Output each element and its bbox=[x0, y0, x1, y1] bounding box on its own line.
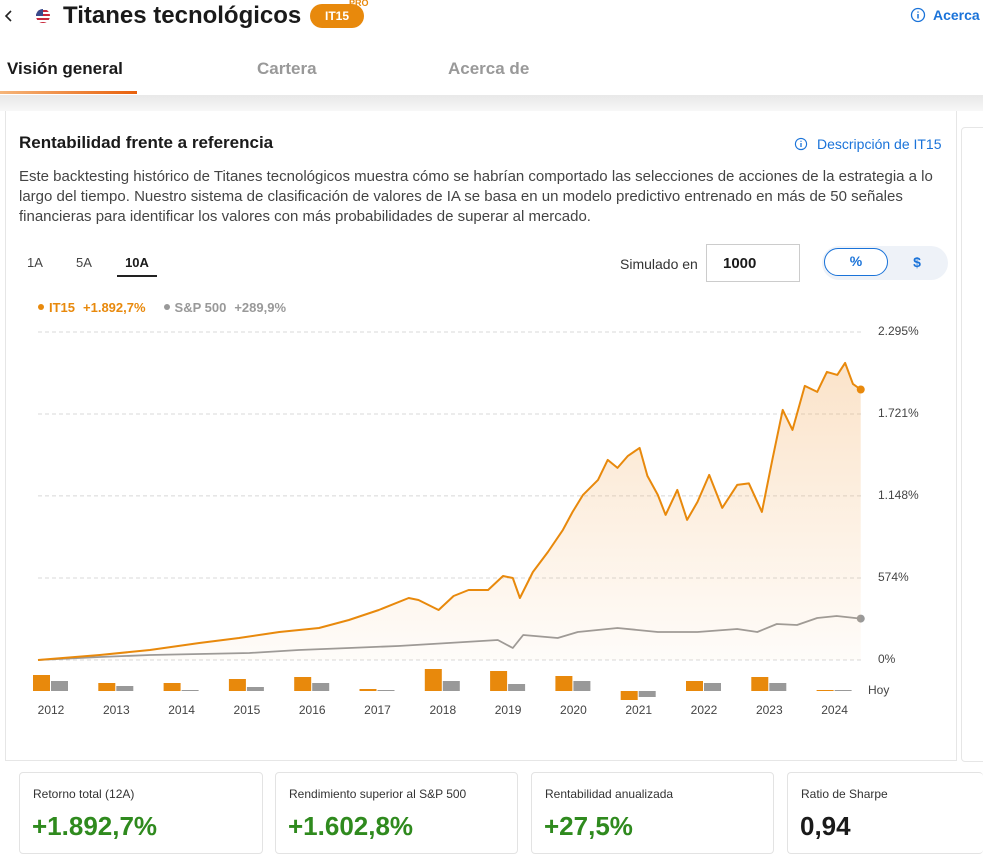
stat-card: Rentabilidad anualizada +27,5% bbox=[531, 772, 774, 854]
info-icon bbox=[910, 7, 926, 23]
tab-underline bbox=[0, 91, 137, 94]
bar bbox=[98, 683, 116, 691]
range-button-active[interactable]: 10A bbox=[117, 255, 157, 277]
x-tick-label: 2017 bbox=[364, 703, 391, 717]
y-tick-label: 1.721% bbox=[878, 406, 919, 420]
tab[interactable]: Cartera bbox=[257, 59, 317, 78]
stat-value: 0,94 bbox=[800, 811, 851, 841]
bar bbox=[508, 684, 526, 691]
range-button[interactable]: 1A bbox=[27, 255, 43, 270]
stat-value: +27,5% bbox=[544, 811, 633, 841]
bar bbox=[442, 681, 460, 691]
legend-name: S&P 500 bbox=[174, 300, 227, 315]
x-tick-label: 2018 bbox=[429, 703, 456, 717]
stat-card: Ratio de Sharpe 0,94 bbox=[787, 772, 983, 854]
stat-label: Rentabilidad anualizada bbox=[545, 787, 674, 801]
annotation: Hoy bbox=[868, 683, 889, 697]
bar bbox=[751, 677, 769, 691]
x-tick-label: 2015 bbox=[234, 703, 261, 717]
stat-label: Rendimiento superior al S&P 500 bbox=[289, 787, 467, 801]
flag-icon bbox=[36, 9, 50, 23]
bar bbox=[228, 679, 246, 691]
legend-name: IT15 bbox=[49, 300, 76, 315]
bar bbox=[181, 690, 199, 691]
stat-value: +1.892,7% bbox=[32, 811, 158, 841]
x-tick-label: 2023 bbox=[756, 703, 783, 717]
tab[interactable]: Acerca de bbox=[448, 59, 530, 78]
bar bbox=[555, 676, 573, 691]
info-icon bbox=[794, 137, 808, 151]
x-tick-label: 2022 bbox=[691, 703, 718, 717]
y-tick-label: 0% bbox=[878, 652, 896, 666]
bar bbox=[163, 683, 181, 691]
x-tick-label: 2016 bbox=[299, 703, 326, 717]
area bbox=[38, 362, 861, 660]
x-tick-label: 2020 bbox=[560, 703, 587, 717]
x-tick-label: 2021 bbox=[625, 703, 652, 717]
bar bbox=[294, 677, 312, 691]
y-tick-label: 2.295% bbox=[878, 324, 919, 338]
page-title: Titanes tecnológicos bbox=[63, 2, 302, 29]
bar bbox=[769, 683, 787, 691]
legend: IT15 +1.892,7% S&P 500 +289,9% bbox=[38, 300, 304, 315]
simulated-label: Simulado en bbox=[620, 256, 698, 272]
bar bbox=[51, 681, 68, 691]
bar bbox=[33, 675, 50, 691]
badge-sup: PRO bbox=[349, 0, 369, 8]
bar bbox=[424, 669, 442, 691]
x-tick-label: 2024 bbox=[821, 703, 848, 717]
card bbox=[5, 111, 957, 761]
bar bbox=[573, 681, 591, 691]
end-dot bbox=[856, 385, 865, 394]
description: Este backtesting histórico de Titanes te… bbox=[19, 168, 933, 225]
stat-label: Retorno total (12A) bbox=[33, 787, 135, 801]
y-tick-label: 1.148% bbox=[878, 488, 919, 502]
simulated-input[interactable]: 1000 bbox=[706, 244, 800, 282]
range-button[interactable]: 5A bbox=[76, 255, 92, 270]
bar bbox=[116, 686, 134, 691]
bar bbox=[816, 690, 834, 691]
bar bbox=[359, 689, 377, 691]
bar bbox=[377, 690, 395, 691]
legend-value: +289,9% bbox=[234, 300, 287, 315]
tab-active[interactable]: Visión general bbox=[7, 59, 123, 78]
about-link[interactable]: Acerca bbox=[933, 7, 980, 23]
legend-item: S&P 500 +289,9% bbox=[163, 300, 287, 315]
toggle-dollar[interactable]: $ bbox=[913, 254, 921, 270]
side-card bbox=[961, 127, 983, 762]
x-tick-label: 2013 bbox=[103, 703, 130, 717]
card-title: Rentabilidad frente a referencia bbox=[19, 133, 274, 152]
bar bbox=[490, 671, 508, 691]
top-bar: Titanes tecnológicos IT15 PRO Acerca Vis… bbox=[0, 0, 983, 95]
legend-dot bbox=[163, 304, 170, 310]
y-tick-label: 574% bbox=[878, 570, 909, 584]
stat-card: Retorno total (12A) +1.892,7% bbox=[19, 772, 263, 854]
description-link[interactable]: Descripción de IT15 bbox=[817, 136, 942, 152]
bar bbox=[638, 691, 656, 697]
bar bbox=[686, 681, 703, 691]
legend-value: +1.892,7% bbox=[83, 300, 146, 315]
legend-dot bbox=[38, 304, 44, 310]
x-tick-label: 2014 bbox=[168, 703, 195, 717]
chart: 2.295% 1.721% 1.148% 574% 0% 2012 2013 2014 2015… bbox=[33, 324, 919, 717]
stat-value: +1.602,8% bbox=[288, 811, 414, 841]
shadow-band bbox=[0, 95, 983, 111]
x-tick-label: 2012 bbox=[38, 703, 65, 717]
bar bbox=[620, 691, 638, 700]
bar bbox=[704, 683, 721, 691]
toggle-percent[interactable]: % bbox=[824, 248, 888, 276]
line bbox=[37, 361, 862, 661]
legend-item: IT15 +1.892,7% bbox=[38, 300, 146, 315]
stat-label: Ratio de Sharpe bbox=[801, 787, 888, 801]
x-tick-label: 2019 bbox=[495, 703, 522, 717]
stat-card: Rendimiento superior al S&P 500 +1.602,8% bbox=[275, 772, 518, 854]
bar bbox=[246, 687, 264, 691]
badge: IT15 bbox=[310, 4, 364, 28]
back-icon[interactable] bbox=[3, 9, 15, 23]
bar bbox=[312, 683, 330, 691]
bar bbox=[834, 690, 852, 691]
